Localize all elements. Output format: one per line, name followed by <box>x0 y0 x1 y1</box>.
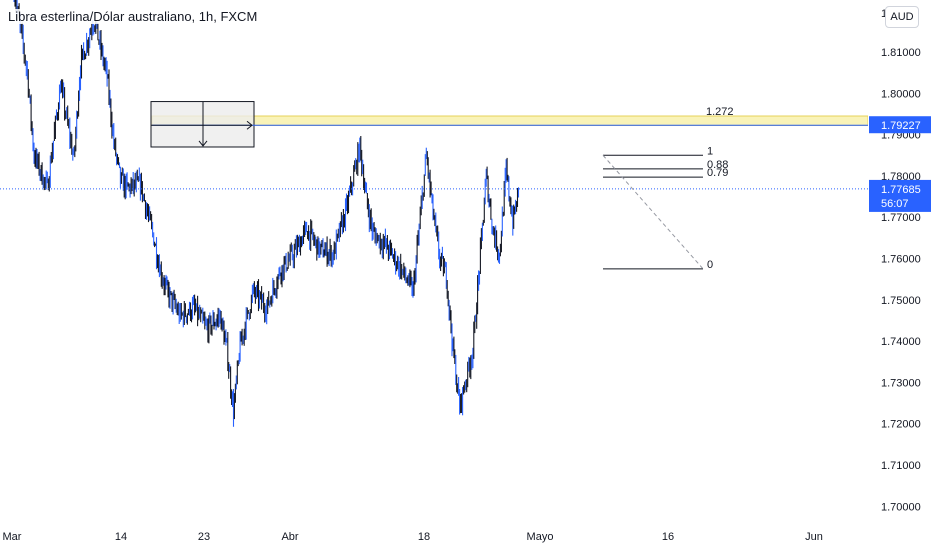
candle-series <box>13 0 520 427</box>
price-tick-label: 1.74000 <box>881 336 921 348</box>
price-tick-label: 1.73000 <box>881 377 921 389</box>
current-price-tag <box>869 179 931 212</box>
price-axis-bg <box>868 0 932 550</box>
time-tick-label: 14 <box>115 531 127 543</box>
time-tick-label: Mar <box>3 531 22 543</box>
price-tick-label: 1.76000 <box>881 254 921 266</box>
time-tick-label: Jun <box>805 531 823 543</box>
fib-level-label: 0 <box>707 259 713 271</box>
fib-level-label: 0.79 <box>707 167 728 179</box>
price-tick-label: 1.71000 <box>881 460 921 472</box>
fib-level-label: 1 <box>707 145 713 157</box>
price-tick-label: 1.81000 <box>881 47 921 59</box>
price-tick-label: 1.75000 <box>881 295 921 307</box>
target-price-label: 1.79227 <box>881 120 921 132</box>
fib-trend-line <box>602 154 704 270</box>
price-tick-label: 1.78000 <box>881 171 921 183</box>
time-tick-label: Abr <box>281 531 298 543</box>
price-tick-label: 1.70000 <box>881 501 921 513</box>
time-tick-label: 23 <box>198 531 210 543</box>
currency-button[interactable]: AUD <box>885 6 919 28</box>
countdown-label: 56:07 <box>881 198 909 210</box>
drawing-fills <box>150 101 869 148</box>
box-arrow-head-down <box>198 140 208 147</box>
drawing-lines: 1.272 1 0.880.79 0 <box>0 101 868 271</box>
current-price-label: 1.77685 <box>881 184 921 196</box>
price-tick-label: 1.80000 <box>881 88 921 100</box>
price-tick-label: 1.77000 <box>881 212 921 224</box>
target-price-tag <box>869 116 931 134</box>
fib-level-label: 0.88 <box>707 159 728 171</box>
time-tick-label: Mayo <box>527 531 554 543</box>
time-tick-label: 18 <box>418 531 430 543</box>
extension-label: 1.272 <box>706 106 734 118</box>
axes: 1.810001.800001.790001.780001.770001.760… <box>3 0 932 550</box>
box-arrow-head-right <box>246 120 253 130</box>
price-tick-label: 1.72000 <box>881 419 921 431</box>
chart-title: Libra esterlina/Dólar australiano, 1h, F… <box>6 9 260 24</box>
extension-zone <box>151 115 869 127</box>
time-tick-label: 16 <box>662 531 674 543</box>
